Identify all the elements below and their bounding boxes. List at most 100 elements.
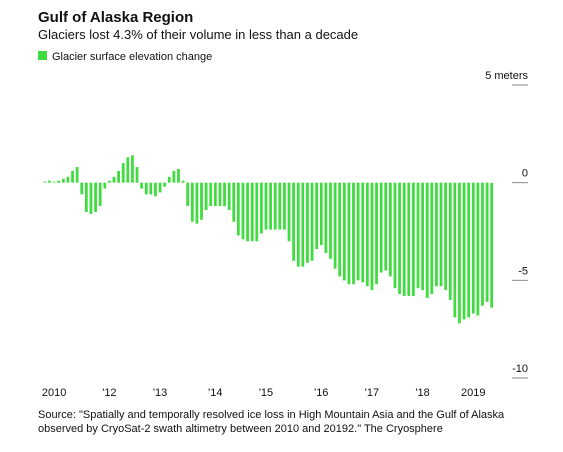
x-tick-label: '13: [153, 387, 167, 399]
bar: [135, 167, 139, 183]
bar: [444, 182, 448, 291]
bar: [246, 182, 249, 242]
bar: [186, 182, 190, 207]
bar: [287, 182, 291, 242]
y-tick-label: 5 meters: [485, 70, 528, 82]
bar: [471, 182, 475, 314]
bar: [315, 182, 319, 250]
bar: [425, 182, 429, 298]
bar: [421, 182, 424, 291]
y-tick-label: -10: [512, 363, 528, 375]
bar: [167, 176, 171, 183]
bar: [467, 182, 471, 318]
bar: [236, 182, 240, 236]
chart-title: Gulf of Alaska Region: [38, 9, 193, 26]
bar: [481, 182, 484, 306]
bar: [43, 181, 47, 183]
x-tick-label: 2010: [42, 387, 66, 399]
bar: [209, 182, 213, 207]
bar: [144, 182, 148, 195]
bar: [264, 182, 268, 230]
bar: [324, 182, 328, 253]
bar: [117, 170, 120, 183]
bar: [260, 182, 263, 234]
bar: [200, 182, 203, 220]
bar: [393, 182, 397, 289]
bar: [190, 182, 194, 222]
bar: [365, 182, 369, 287]
legend-swatch: [38, 51, 47, 60]
bar: [278, 182, 282, 230]
bar: [439, 182, 443, 287]
x-tick-label: '15: [259, 387, 273, 399]
x-tick-label: '14: [208, 387, 222, 399]
bar: [476, 182, 480, 316]
bar: [430, 182, 434, 295]
bar: [448, 182, 452, 300]
chart-subtitle: Glaciers lost 4.3% of their volume in le…: [38, 27, 358, 42]
bar: [342, 182, 346, 281]
bar: [416, 182, 420, 289]
x-tick-label: '16: [314, 387, 328, 399]
bar: [458, 182, 461, 324]
bar: [361, 182, 365, 283]
bar: [435, 182, 438, 287]
bar: [453, 182, 457, 318]
bar: [402, 182, 406, 296]
bar: [154, 182, 157, 197]
bar: [310, 182, 314, 261]
bar: [329, 182, 332, 259]
bar: [131, 155, 134, 183]
bar: [223, 182, 226, 207]
bar: [375, 182, 378, 285]
bar: [163, 182, 167, 187]
bar: [52, 181, 56, 183]
bar: [71, 170, 74, 183]
bar: [347, 182, 351, 285]
bar: [66, 176, 70, 183]
bar: [352, 182, 355, 285]
bar: [48, 180, 51, 183]
bar: [250, 182, 254, 242]
bar: [195, 182, 199, 224]
bar: [462, 182, 466, 320]
bar: [75, 167, 79, 183]
bar: [121, 163, 125, 183]
bar: [213, 182, 217, 207]
bar: [333, 182, 337, 269]
bar: [370, 182, 374, 291]
bar: [158, 182, 162, 193]
x-tick-label: '12: [102, 387, 116, 399]
bar: [57, 180, 61, 183]
bar: [490, 182, 494, 308]
bar: [94, 182, 97, 212]
bar: [407, 182, 411, 296]
bar: [255, 182, 259, 242]
x-tick-label: '18: [415, 387, 429, 399]
bar: [126, 157, 130, 183]
bar: [269, 182, 272, 230]
bar: [232, 182, 236, 222]
bar: [301, 182, 305, 267]
bar: [218, 182, 222, 207]
bar: [84, 182, 88, 212]
bar: [112, 176, 116, 183]
bar: [296, 182, 300, 267]
bar: [227, 182, 231, 211]
bar: [319, 182, 323, 246]
bar: [149, 182, 153, 195]
bar: [292, 182, 296, 261]
bar: [379, 182, 383, 273]
y-tick-label: -5: [518, 265, 528, 277]
bar: [241, 182, 245, 240]
bar: [338, 182, 342, 277]
bar: [140, 182, 144, 189]
bar: [61, 178, 65, 183]
x-tick-label: '17: [365, 387, 379, 399]
bar: [485, 182, 489, 302]
bar: [172, 170, 176, 183]
bar: [103, 182, 107, 189]
bar: [398, 182, 401, 295]
bar: [273, 182, 277, 230]
